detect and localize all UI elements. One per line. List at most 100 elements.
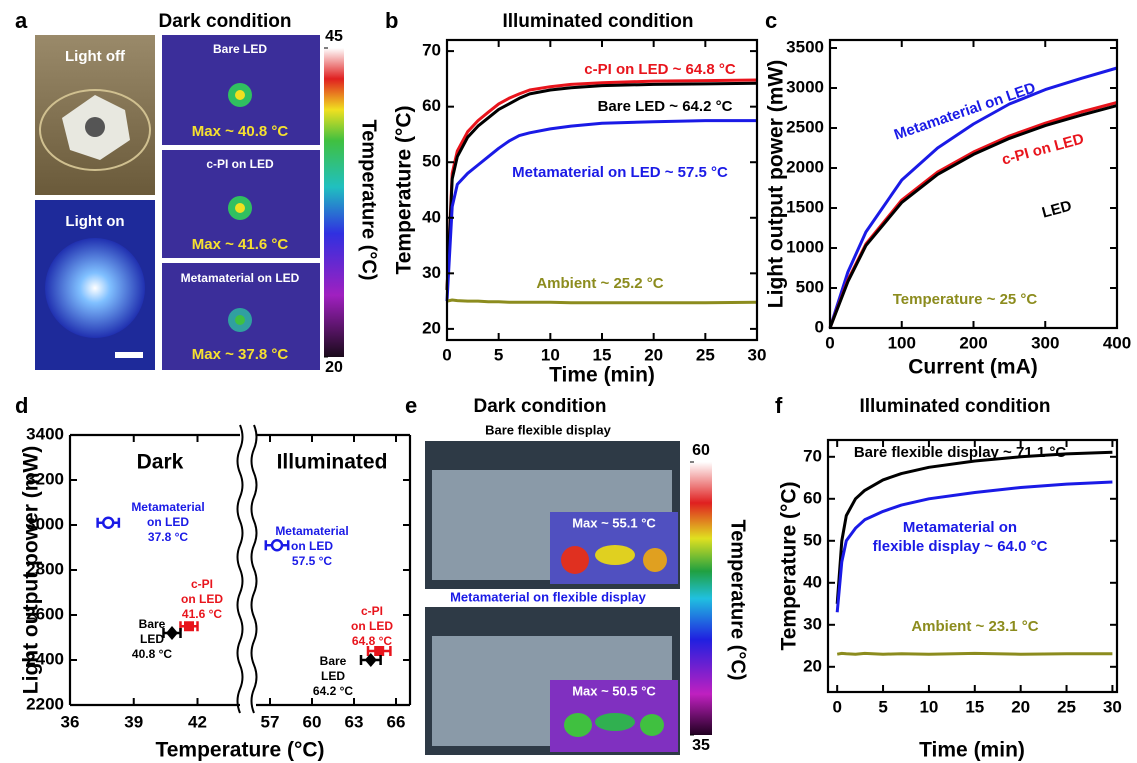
image-label: c-PI on LED [206,157,274,171]
axis-break [236,424,258,714]
point-label: 40.8 °C [132,647,172,661]
annotation: c-PI on LED ~ 64.8 °C [584,61,736,78]
point-label: LED [321,669,345,683]
marker [374,646,385,656]
x-tick-label: 5 [878,697,887,716]
data-line [445,119,757,302]
panel-label: e [405,393,417,418]
point-label: c-PI [191,577,213,591]
y-tick-label: 30 [803,614,822,633]
annotation: Metamaterial on LED ~ 57.5 °C [512,164,728,181]
y-tick-label: 2200 [26,694,64,713]
image-label: Metamaterial on LED [181,271,300,285]
x-tick-label: 0 [825,333,834,352]
colorbar [324,48,344,357]
y-tick-label: 3000 [786,77,824,96]
y-tick-label: 50 [422,152,441,171]
scale-bar [115,352,143,358]
image-label: Light off [65,48,126,65]
point-label: on LED [291,539,333,553]
x-tick-label: 15 [593,345,612,364]
x-tick-label: 63 [345,712,364,731]
x-axis-label: Temperature (°C) [155,739,324,762]
y-tick-label: 2500 [786,117,824,136]
x-tick-label: 25 [1057,697,1076,716]
break-line [250,424,258,714]
y-tick-label: 40 [422,207,441,226]
point-label: Bare [139,617,166,631]
photo-panel-e: Bare flexible display Max ~ 55.1 °C Meta… [425,422,680,755]
point-label: c-PI [361,604,383,618]
chart-title: Illuminated condition [502,11,693,32]
y-axis-label: Temperature (°C) [393,105,416,274]
x-tick-label: 66 [387,712,406,731]
x-axis-label: Time (min) [549,364,655,387]
photo-detail [564,713,592,737]
panel-title: Dark condition [158,11,291,32]
photo-detail [595,545,635,565]
x-tick-label: 39 [124,712,143,731]
colorbar-tick-label: 45 [325,28,343,45]
x-tick-label: 100 [888,333,916,352]
point-label: 64.2 °C [313,684,353,698]
annotation: Temperature ~ 25 °C [893,291,1038,308]
x-tick-label: 10 [541,345,560,364]
x-axis-label: Time (min) [919,739,1025,762]
max-label: Max ~ 41.6 °C [192,236,289,253]
x-tick-label: 200 [959,333,987,352]
y-tick-label: 2400 [26,649,64,668]
photo-detail [85,117,105,137]
y-tick-label: 50 [803,530,822,549]
x-tick-label: 20 [644,345,663,364]
y-tick-label: 3400 [26,424,64,443]
y-axis-label: Light output power (mW) [20,446,43,694]
photo-detail [235,203,245,213]
photo-panel-a: Light off Light on Bare LED Max ~ 40.8 °… [35,35,320,370]
annotation: Bare flexible display ~ 71.1 °C [854,444,1067,461]
x-tick-label: 30 [1103,697,1122,716]
annotation: Bare LED ~ 64.2 °C [598,98,733,115]
max-label: Max ~ 55.1 °C [572,515,656,530]
point-label: on LED [351,619,393,633]
point-label: Metamaterial [275,524,348,538]
photo-detail [640,714,664,736]
panel-title: Dark condition [473,396,606,417]
image-label: Bare LED [213,42,267,56]
series-label: LED [1040,197,1074,221]
point-label: 41.6 °C [182,607,222,621]
x-tick-label: 57 [261,712,280,731]
colorbar-tick-label: 60 [692,442,710,459]
photo-detail [595,713,635,731]
y-tick-label: 1500 [786,197,824,216]
marker [102,516,115,529]
y-tick-label: 20 [803,656,822,675]
y-tick-label: 70 [803,446,822,465]
y-tick-label: 2800 [26,559,64,578]
point-label: 37.8 °C [148,530,188,544]
x-axis-label: Current (mA) [908,356,1038,379]
x-tick-label: 60 [303,712,322,731]
y-tick-label: 3500 [786,37,824,56]
x-tick-label: 36 [61,712,80,731]
image-label: Bare flexible display [485,422,611,437]
colorbar-label: Temperature (°C) [727,520,749,681]
chart-title: Illuminated condition [859,396,1050,417]
y-tick-label: 30 [422,263,441,282]
y-axis-label: Temperature (°C) [778,481,801,650]
y-tick-label: 60 [422,96,441,115]
x-tick-label: 42 [188,712,207,731]
point-label: LED [140,632,164,646]
data-line [836,651,1113,656]
photo-detail [235,90,245,100]
plot-frame [445,38,759,342]
y-tick-label: 20 [422,318,441,337]
image-label: Light on [65,213,124,230]
annotation: flexible display ~ 64.0 °C [873,538,1048,555]
annotation: Metamaterial on [903,519,1017,536]
colorbar [690,462,712,735]
y-tick-label: 70 [422,41,441,60]
section-label: Illuminated [277,451,388,474]
x-tick-label: 15 [965,697,984,716]
panel-label: a [15,8,28,33]
